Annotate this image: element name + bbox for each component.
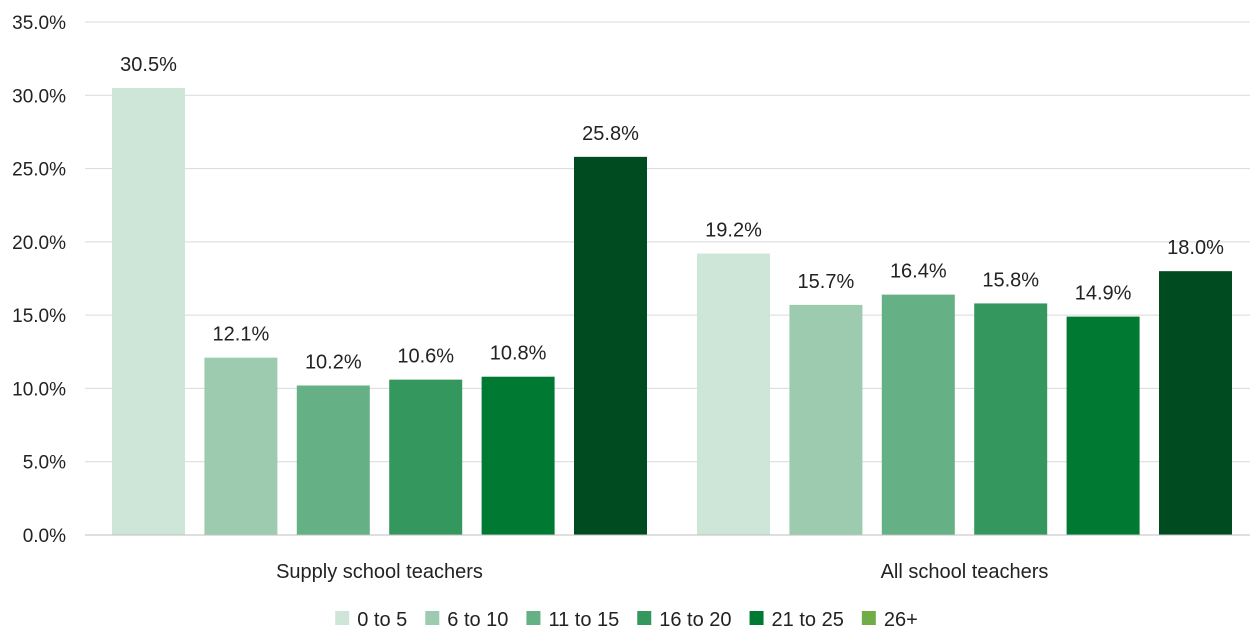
- legend: 0 to 5 6 to 10 11 to 15 16 to 20 21 to 25 26+: [335, 609, 918, 631]
- bar-supply-4: [481, 376, 555, 535]
- data-label: 15.8%: [982, 269, 1039, 291]
- category-label: Supply school teachers: [276, 561, 483, 583]
- y-tick-label: 25.0%: [12, 160, 66, 181]
- y-axis-ticks: 0.0% 5.0% 10.0% 15.0% 20.0% 25.0% 30.0% 35.0%: [12, 13, 66, 547]
- gridlines: [85, 21, 1250, 463]
- data-label: 14.9%: [1075, 283, 1132, 305]
- legend-swatch: [425, 611, 440, 625]
- legend-label: 21 to 25: [772, 609, 844, 631]
- data-label: 18.0%: [1167, 237, 1224, 259]
- category-labels: Supply school teachers All school teacher…: [276, 561, 1048, 583]
- legend-swatch: [526, 611, 541, 625]
- category-label: All school teachers: [881, 561, 1049, 583]
- y-tick-label: 20.0%: [12, 233, 66, 254]
- legend-swatch: [637, 611, 652, 625]
- y-tick-label: 5.0%: [23, 453, 66, 474]
- bar-all-4: [1066, 316, 1140, 535]
- bar-supply-2: [296, 385, 370, 535]
- y-tick-label: 15.0%: [12, 306, 66, 327]
- data-label: 12.1%: [213, 324, 270, 346]
- legend-swatch: [335, 611, 350, 625]
- data-label: 15.7%: [798, 271, 855, 293]
- bar-all-1: [789, 304, 863, 535]
- bars: [112, 87, 1232, 536]
- legend-label: 6 to 10: [447, 609, 508, 631]
- bar-supply-3: [389, 379, 463, 535]
- bar-supply-5: [574, 156, 647, 536]
- data-label: 10.6%: [397, 346, 454, 368]
- legend-label: 0 to 5: [357, 609, 407, 631]
- y-tick-label: 0.0%: [23, 526, 66, 547]
- legend-label: 26+: [884, 609, 918, 631]
- data-label: 19.2%: [705, 220, 762, 242]
- y-tick-label: 35.0%: [12, 13, 66, 34]
- bar-supply-1: [204, 357, 278, 535]
- data-labels: 30.5% 12.1% 10.2% 10.6% 10.8% 25.8% 19.2% 15.7%…: [120, 54, 1224, 374]
- bar-all-5: [1159, 271, 1232, 535]
- y-tick-label: 10.0%: [12, 379, 66, 400]
- data-label: 10.2%: [305, 351, 362, 373]
- bar-supply-0: [112, 87, 185, 535]
- y-tick-label: 30.0%: [12, 86, 66, 107]
- data-label: 10.8%: [490, 343, 547, 365]
- data-label: 16.4%: [890, 261, 947, 283]
- legend-swatch: [861, 611, 876, 625]
- bar-all-2: [881, 294, 955, 535]
- bar-all-0: [697, 253, 770, 535]
- legend-label: 11 to 15: [548, 609, 619, 631]
- data-label: 30.5%: [120, 54, 177, 76]
- bar-all-3: [974, 303, 1048, 535]
- legend-swatch: [749, 611, 764, 625]
- data-label: 25.8%: [582, 123, 639, 145]
- legend-label: 16 to 20: [659, 609, 731, 631]
